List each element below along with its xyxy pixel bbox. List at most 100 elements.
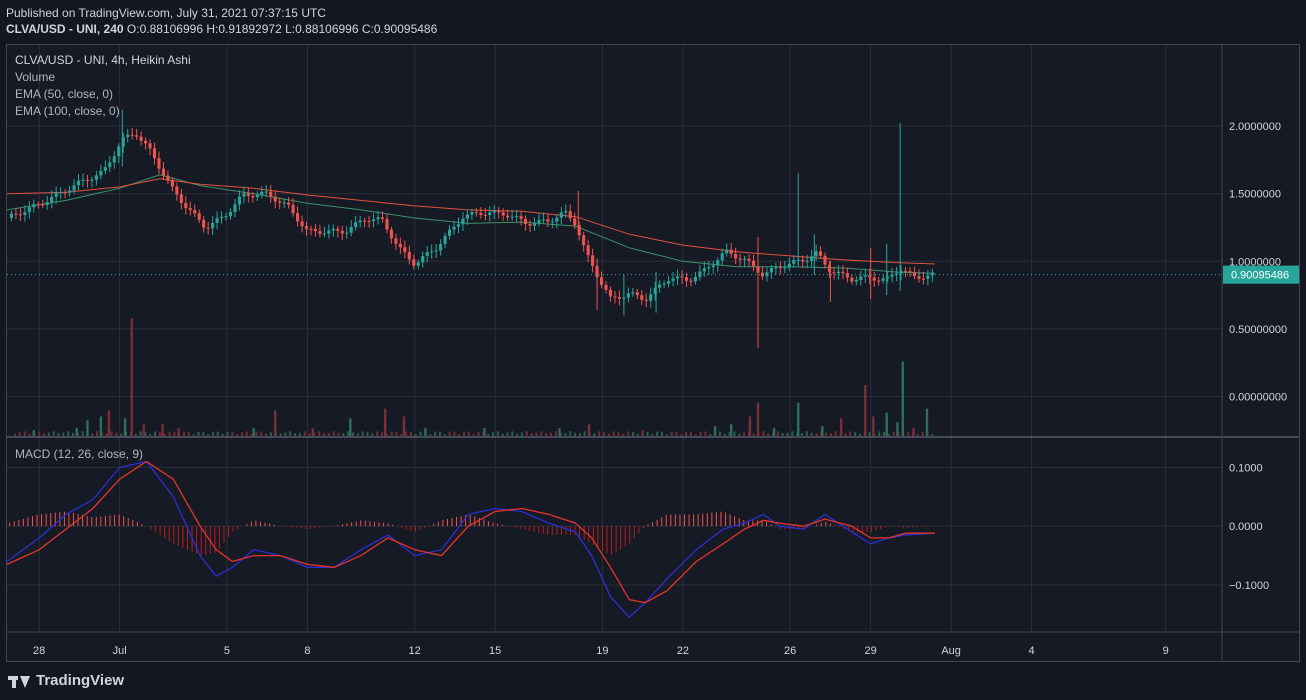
candle-body: [349, 227, 353, 233]
volume-bar: [23, 431, 26, 436]
candle-body: [532, 223, 537, 226]
candle-body: [27, 207, 31, 213]
candle-body: [41, 204, 45, 206]
volume-bar: [617, 432, 620, 436]
volume-bar: [834, 431, 837, 436]
candle-body: [649, 294, 653, 301]
candle-body: [903, 270, 908, 272]
candle-body: [112, 156, 116, 163]
price-tick-label: 0.00000000: [1229, 391, 1287, 403]
volume-bar: [221, 434, 224, 436]
tradingview-brand[interactable]: TradingView: [8, 672, 124, 689]
candle-body: [559, 212, 563, 218]
volume-bar: [52, 431, 55, 436]
volume-bar: [540, 431, 543, 436]
volume-bar: [535, 432, 538, 436]
volume-bar: [347, 431, 350, 436]
volume-bar: [438, 431, 441, 436]
candle-body: [658, 284, 662, 288]
candle-body: [877, 280, 881, 282]
candle-body: [550, 221, 554, 223]
legend-ema50[interactable]: EMA (50, close, 0): [15, 87, 114, 101]
candle-body: [282, 202, 286, 204]
volume-bar: [400, 433, 403, 436]
candle-body: [81, 179, 85, 181]
candle-body: [698, 271, 702, 277]
legend-title[interactable]: CLVA/USD - UNI, 4h, Heikin Ashi: [15, 53, 191, 67]
candle-body: [202, 219, 206, 228]
candle-body: [443, 235, 447, 245]
volume-bar: [361, 431, 364, 436]
candle-body: [483, 214, 487, 216]
volume-bar: [501, 433, 504, 436]
volume-bar: [414, 434, 417, 436]
volume-bar: [506, 432, 509, 436]
volume-bar: [564, 432, 567, 436]
volume-bar: [704, 431, 707, 436]
volume-bar: [409, 431, 412, 436]
candle-body: [640, 295, 644, 300]
candle-body: [456, 224, 461, 227]
candle-body: [546, 219, 550, 222]
legend-macd[interactable]: MACD (12, 26, close, 9): [15, 447, 144, 461]
low-label: L:: [285, 22, 296, 36]
candle-body: [653, 287, 657, 295]
candle-body: [260, 191, 264, 195]
candle-body: [376, 217, 380, 220]
volume-bar: [607, 433, 610, 436]
candle-body: [434, 250, 438, 252]
volume-bar: [161, 424, 164, 436]
candle-body: [340, 230, 344, 234]
candle-body: [854, 279, 858, 282]
volume-bar: [878, 431, 881, 436]
volume-bar: [733, 431, 736, 436]
volume-bar: [443, 434, 446, 436]
candle-body: [738, 258, 742, 260]
volume-bar: [255, 432, 258, 436]
volume-bar: [569, 431, 572, 436]
candle-body: [917, 276, 921, 279]
candle-body: [237, 196, 242, 205]
candle-body: [76, 180, 81, 186]
volume-bar: [395, 432, 398, 436]
volume-bar: [240, 432, 243, 436]
volume-bar: [289, 431, 292, 436]
volume-bar: [62, 432, 65, 436]
candle-body: [729, 249, 733, 254]
legend-volume[interactable]: Volume: [15, 70, 56, 84]
candle-body: [774, 267, 778, 269]
candle-body: [608, 289, 613, 297]
ohlc-readout: CLVA/USD - UNI, 240 O:0.88106996 H:0.918…: [6, 22, 437, 36]
candle-body: [103, 167, 107, 171]
volume-bar: [107, 410, 111, 436]
candle-body: [452, 226, 456, 230]
candle-body: [474, 212, 478, 214]
candle-body: [872, 277, 876, 281]
candle-body: [287, 202, 291, 205]
candle-body: [430, 251, 434, 253]
candle-body: [90, 179, 94, 181]
ema100-line: [6, 178, 936, 265]
volume-bar: [192, 434, 195, 436]
last-price-label: 0.90095486: [1231, 270, 1289, 282]
candle-body: [895, 273, 899, 275]
volume-bar: [791, 431, 794, 436]
candle-body: [501, 212, 505, 216]
volume-bar: [463, 431, 466, 436]
legend-ema100[interactable]: EMA (100, close, 0): [15, 104, 120, 118]
candle-body: [711, 265, 715, 268]
volume-bar: [380, 432, 383, 436]
candle-body: [675, 276, 680, 279]
volume-bar: [419, 431, 422, 436]
volume-bar: [318, 431, 321, 436]
candle-body: [751, 260, 756, 267]
volume-bar: [520, 432, 523, 436]
candle-body: [555, 217, 559, 222]
volume-bar: [651, 434, 654, 436]
volume-bar: [699, 431, 702, 436]
volume-bar: [641, 430, 644, 436]
volume-bar: [743, 432, 746, 436]
candle-body: [148, 143, 152, 149]
volume-bar: [14, 433, 17, 436]
